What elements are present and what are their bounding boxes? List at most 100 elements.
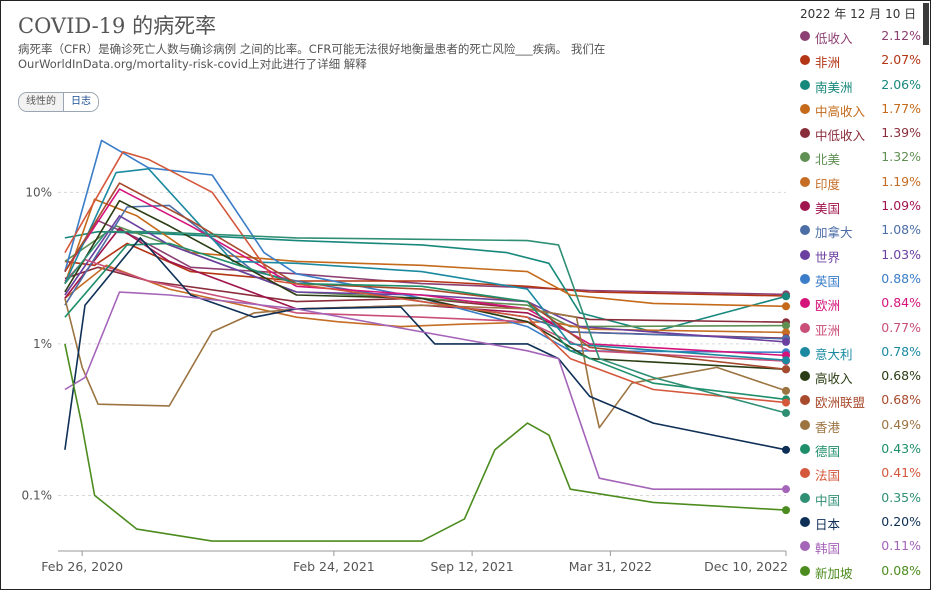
legend-series-name: 印度 bbox=[815, 176, 841, 192]
series-line-14[interactable] bbox=[64, 199, 787, 371]
series-line-13[interactable] bbox=[64, 168, 787, 361]
x-tick-label-4: Dec 10, 2022 bbox=[704, 559, 788, 574]
series-end-dot-16 bbox=[782, 386, 790, 395]
legend-series-name: 低收入 bbox=[815, 31, 853, 46]
legend-item[interactable]: 香港 0.49% bbox=[792, 414, 923, 438]
log-scale-button[interactable]: 日志 bbox=[64, 93, 98, 111]
legend-item[interactable]: 低收入 2.12% bbox=[792, 25, 923, 49]
legend-series-name: 香港 bbox=[815, 419, 841, 435]
legend-series-name: 世界 bbox=[815, 249, 841, 265]
legend-series-name: 欧洲 bbox=[815, 298, 841, 314]
series-line-0[interactable] bbox=[64, 219, 787, 296]
legend-item[interactable]: 欧洲联盟 0.68% bbox=[792, 389, 923, 413]
legend-item[interactable]: 法国 0.41% bbox=[792, 462, 923, 486]
legend-item[interactable]: 世界 1.03% bbox=[792, 244, 923, 268]
legend-item[interactable]: 日本 0.20% bbox=[792, 511, 923, 535]
series-line-5[interactable] bbox=[64, 225, 787, 328]
legend-swatch bbox=[800, 201, 810, 212]
legend-series-value: 0.43% bbox=[881, 441, 921, 457]
legend-item[interactable]: 非洲 2.07% bbox=[792, 49, 923, 73]
legend-item[interactable]: 中低收入 1.39% bbox=[792, 122, 923, 146]
series-line-1[interactable] bbox=[64, 242, 787, 297]
series-line-15[interactable] bbox=[64, 182, 787, 371]
chart-grid bbox=[58, 191, 786, 496]
legend-series-value: 0.84% bbox=[881, 295, 921, 311]
series-line-16[interactable] bbox=[64, 298, 787, 429]
legend-swatch bbox=[800, 444, 810, 455]
legend-item[interactable]: 英国 0.88% bbox=[792, 268, 923, 292]
series-end-dot-21 bbox=[782, 485, 790, 494]
legend-series-name: 日本 bbox=[815, 516, 841, 532]
legend-item[interactable]: 美国 1.09% bbox=[792, 195, 923, 219]
legend-swatch bbox=[800, 152, 810, 163]
legend-swatch bbox=[800, 79, 810, 90]
legend-swatch bbox=[800, 516, 810, 527]
legend-item[interactable]: 高收入 0.68% bbox=[792, 365, 923, 389]
series-line-17[interactable] bbox=[64, 242, 787, 401]
series-end-dot-3 bbox=[782, 302, 790, 311]
legend-series-name: 意大利 bbox=[815, 346, 853, 362]
y-tick-label-2: 10% bbox=[25, 185, 52, 199]
legend-series-value: 0.68% bbox=[881, 368, 921, 384]
series-end-dot-20 bbox=[782, 445, 790, 454]
legend-item[interactable]: 欧洲 0.84% bbox=[792, 292, 923, 316]
series-line-18[interactable] bbox=[64, 151, 787, 404]
legend-series-name: 南美洲 bbox=[815, 79, 853, 95]
legend-item[interactable]: 中国 0.35% bbox=[792, 487, 923, 511]
x-tick-label-1: Feb 24, 2021 bbox=[293, 559, 375, 574]
legend-series-name: 中高收入 bbox=[815, 103, 866, 119]
legend-item[interactable]: 新加坡 0.08% bbox=[792, 560, 923, 584]
legend-swatch bbox=[800, 103, 810, 114]
legend-item[interactable]: 北美 1.32% bbox=[792, 146, 923, 170]
series-line-21[interactable] bbox=[64, 291, 786, 490]
legend-swatch bbox=[800, 419, 810, 430]
legend-swatch bbox=[800, 176, 810, 187]
legend-series-name: 欧洲联盟 bbox=[815, 395, 866, 411]
legend-series-value: 1.32% bbox=[881, 149, 921, 165]
legend-series-value: 2.12% bbox=[881, 28, 921, 43]
x-tick-label-2: Sep 12, 2021 bbox=[431, 559, 514, 574]
series-line-8[interactable] bbox=[64, 204, 787, 340]
legend-series-value: 1.19% bbox=[881, 173, 921, 189]
panel-edge bbox=[923, 3, 929, 45]
legend-series-value: 0.68% bbox=[881, 392, 921, 408]
legend-swatch bbox=[800, 565, 810, 576]
legend-series-value: 0.20% bbox=[881, 513, 921, 529]
x-axis: Feb 26, 2020 Feb 24, 2021 Sep 12, 2021 Mar … bbox=[41, 550, 788, 574]
legend-swatch bbox=[800, 55, 810, 66]
series-end-dot-18 bbox=[782, 398, 790, 407]
linear-scale-button[interactable]: 线性的 bbox=[19, 93, 64, 111]
legend-item[interactable]: 韩国 0.11% bbox=[792, 535, 923, 559]
legend-series-name: 英国 bbox=[815, 273, 841, 289]
legend-item[interactable]: 南美洲 2.06% bbox=[792, 74, 923, 98]
series-line-11[interactable] bbox=[64, 188, 787, 357]
series-end-dots bbox=[782, 290, 790, 515]
legend-swatch bbox=[800, 371, 810, 382]
legend-series-value: 0.41% bbox=[881, 465, 921, 481]
legend-item[interactable]: 意大利 0.78% bbox=[792, 341, 923, 365]
series-line-12[interactable] bbox=[64, 258, 787, 362]
scale-toggle: 线性的 日志 bbox=[18, 92, 99, 112]
chart-title: COVID-19 的病死率 bbox=[18, 14, 217, 38]
legend-series-value: 0.77% bbox=[881, 319, 921, 335]
legend-item[interactable]: 加拿大 1.08% bbox=[792, 219, 923, 243]
legend-series-value: 0.08% bbox=[881, 562, 921, 578]
legend-item[interactable]: 中高收入 1.77% bbox=[792, 98, 923, 122]
legend-series-name: 中低收入 bbox=[815, 128, 866, 144]
series-line-22[interactable] bbox=[64, 343, 787, 542]
y-tick-label-1: 1% bbox=[33, 337, 52, 351]
legend-series-value: 0.78% bbox=[881, 343, 921, 359]
legend-item[interactable]: 印度 1.19% bbox=[792, 171, 923, 195]
legend-swatch bbox=[800, 249, 810, 260]
legend-item[interactable]: 德国 0.43% bbox=[792, 438, 923, 462]
legend-swatch bbox=[800, 273, 810, 284]
legend-swatch bbox=[800, 468, 810, 479]
legend-swatch bbox=[800, 298, 810, 309]
series-end-dot-15 bbox=[782, 365, 790, 374]
legend-series-value: 0.49% bbox=[881, 416, 921, 432]
legend-item[interactable]: 亚洲 0.77% bbox=[792, 317, 923, 341]
series-line-19[interactable] bbox=[64, 230, 787, 414]
legend-series-name: 美国 bbox=[815, 201, 841, 217]
legend-series-value: 0.35% bbox=[881, 489, 921, 505]
series-line-20[interactable] bbox=[64, 237, 787, 451]
